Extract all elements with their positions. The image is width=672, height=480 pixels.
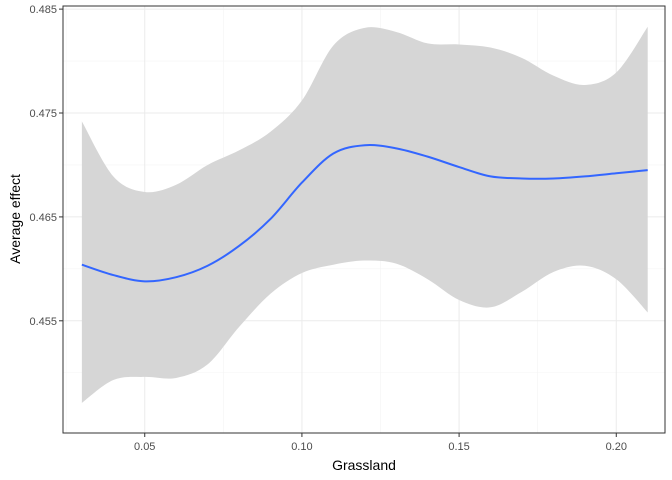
y-axis-title: Average effect: [7, 174, 23, 264]
x-tick-label-1: 0.10: [291, 441, 312, 453]
y-axis: 0.455 0.465 0.475 0.485: [29, 4, 63, 328]
fit-line: [81, 144, 648, 283]
y-tick-label-1: 0.465: [29, 212, 57, 224]
y-tick-label-3: 0.485: [29, 4, 57, 16]
plot-panel-border: [62, 5, 666, 434]
y-tick-label-0: 0.455: [29, 316, 57, 328]
x-tick-label-2: 0.15: [448, 441, 469, 453]
x-tick-label-3: 0.20: [606, 441, 627, 453]
x-axis-title: Grassland: [332, 457, 396, 473]
x-tick-label-0: 0.05: [134, 441, 155, 453]
x-axis: 0.05 0.10 0.15 0.20: [134, 433, 627, 453]
confidence-ribbon: [81, 26, 648, 403]
y-tick-label-2: 0.475: [29, 108, 57, 120]
